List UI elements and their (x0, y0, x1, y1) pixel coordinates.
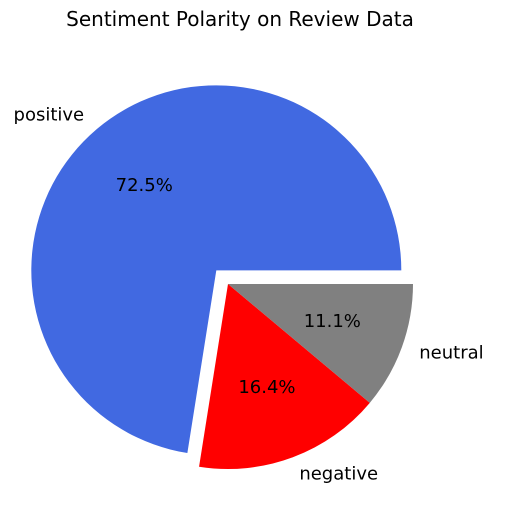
pie-slice-neutral (228, 284, 413, 403)
pct-label-positive: 72.5% (116, 175, 173, 196)
pie-slice-negative (199, 284, 370, 469)
slice-label-neutral: neutral (419, 343, 483, 364)
pie-slices (31, 85, 413, 469)
pie-slice-positive (31, 85, 402, 454)
pie-labels: 72.5% positive 16.4% negative 11.1% neutral (14, 105, 484, 485)
pct-label-neutral: 11.1% (304, 311, 361, 332)
chart-title: Sentiment Polarity on Review Data (66, 7, 414, 31)
pct-label-negative: 16.4% (238, 377, 295, 398)
slice-label-negative: negative (299, 464, 378, 485)
slice-label-positive: positive (14, 105, 85, 126)
